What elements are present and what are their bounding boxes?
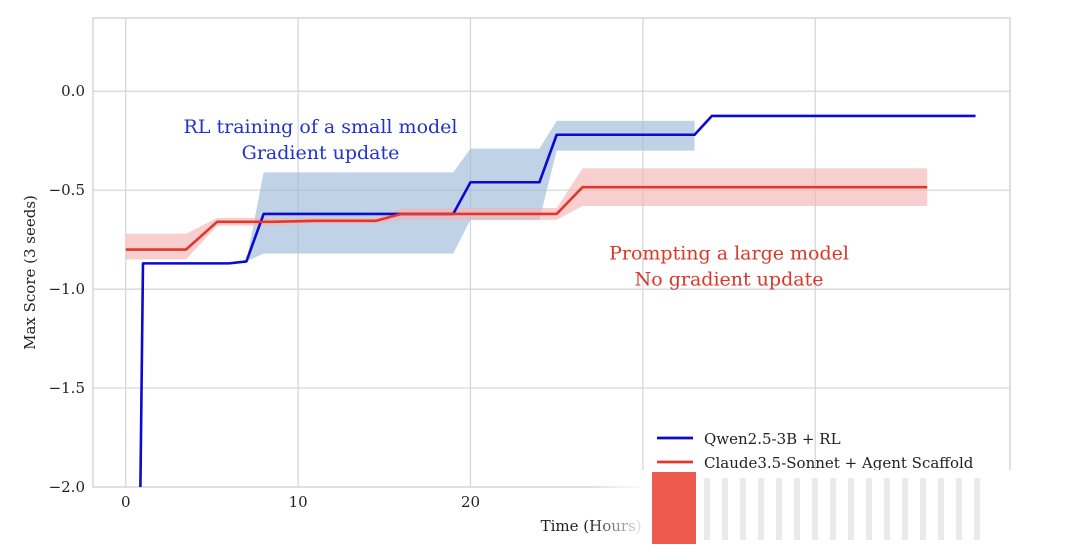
overlay-streak [920, 478, 926, 540]
overlay-streak [830, 478, 836, 540]
annotation-0: RL training of a small model Gradient upd… [184, 116, 458, 164]
y-tick-label: −1.5 [49, 379, 85, 397]
overlay-streak [812, 478, 818, 540]
plot-area [92, 17, 1011, 488]
overlay-streak [794, 478, 800, 540]
y-axis-label: Max Score (3 seeds) [21, 195, 39, 350]
overlay-streak [956, 478, 962, 540]
series-line-0 [139, 114, 976, 488]
annotation-line: RL training of a small model [184, 116, 458, 138]
overlay-streak [758, 478, 764, 540]
y-tick-label: −0.5 [49, 181, 85, 199]
overlay-streak [938, 478, 944, 540]
overlay-streak [902, 478, 908, 540]
overlay-streak [740, 478, 746, 540]
y-tick-label: −2.0 [49, 478, 85, 496]
overlay-streak [848, 478, 854, 540]
y-tick-label: 0.0 [61, 82, 85, 100]
overlay-streaks [704, 478, 980, 540]
x-tick-label: 20 [461, 493, 480, 511]
overlay-streak [884, 478, 890, 540]
overlay-streak [974, 478, 980, 540]
x-tick-label: 10 [289, 493, 308, 511]
overlay-streak [776, 478, 782, 540]
y-tick-label: −1.0 [49, 280, 85, 298]
legend-label: Qwen2.5-3B + RL [704, 430, 841, 448]
x-tick-label: 0 [121, 493, 131, 511]
overlay-streak [704, 478, 710, 540]
x-tick-labels: 0 10 20 [121, 493, 480, 511]
y-tick-labels: 0.0 −0.5 −1.0 −1.5 −2.0 [49, 82, 85, 496]
series-band-0 [142, 120, 695, 264]
annotation-line: Gradient update [242, 142, 400, 164]
annotation-1: Prompting a large model No gradient updat… [609, 242, 849, 290]
series-line-1 [125, 185, 928, 251]
overlay-streak [722, 478, 728, 540]
overlay-red-mark [652, 472, 696, 544]
x-gridlines [125, 18, 816, 487]
annotation-line: No gradient update [635, 268, 824, 290]
legend-label: Claude3.5-Sonnet + Agent Scaffold [704, 454, 974, 472]
overlay-streak [866, 478, 872, 540]
annotation-line: Prompting a large model [609, 242, 849, 264]
legend: Qwen2.5-3B + RL Claude3.5-Sonnet + Agent … [657, 430, 974, 472]
